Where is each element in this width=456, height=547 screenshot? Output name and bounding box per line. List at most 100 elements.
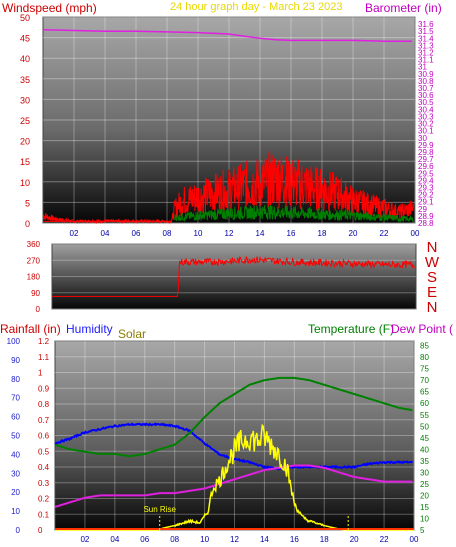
x-tick-label: 06 xyxy=(140,535,149,544)
rainfall-tick-label: 70 xyxy=(11,394,20,403)
panel3-series xyxy=(54,376,414,531)
rainfall-axis: 0 10 20 30 40 50 60 70 80 90 100 xyxy=(7,337,21,535)
left-tick-label: 20 xyxy=(20,137,30,147)
barometer-line xyxy=(42,29,412,42)
temperature-tick-label: 60 xyxy=(420,399,429,408)
x-tick-label: 22 xyxy=(380,229,389,238)
temperature-tick-label: 80 xyxy=(420,353,429,362)
right-tick-label: 29.3 xyxy=(418,183,434,192)
panel2-series xyxy=(52,255,415,297)
right-tick-label: 28.9 xyxy=(418,212,434,221)
right-tick-label: 30.7 xyxy=(418,84,434,93)
left-tick-label: 45 xyxy=(20,34,30,44)
rainfall-tick-label: 100 xyxy=(7,337,21,346)
x-tick-label: 12 xyxy=(230,535,239,544)
left-tick-label: 40 xyxy=(20,54,30,64)
direction-tick-label: 90 xyxy=(31,289,40,298)
temperature-tick-label: 25 xyxy=(420,480,429,489)
solar-axis-label: Solar xyxy=(118,327,146,341)
temperature-tick-label: 85 xyxy=(420,342,429,351)
x-tick-label: 20 xyxy=(350,535,359,544)
temperature-axis-label: Temperature (F) xyxy=(308,322,394,336)
x-tick-label: 14 xyxy=(260,535,269,544)
right-tick-label: 30.5 xyxy=(418,98,434,107)
left-tick-label: 35 xyxy=(20,75,30,85)
x-tick-label: 10 xyxy=(194,229,203,238)
humidity-tick-label: 0.8 xyxy=(38,400,50,409)
x-tick-label: 00 xyxy=(410,535,419,544)
rainfall-axis-label: Rainfall (in) xyxy=(0,322,61,336)
x-tick-label: 14 xyxy=(256,229,265,238)
right-tick-label: 31.2 xyxy=(418,49,434,58)
temperature-tick-label: 15 xyxy=(420,503,429,512)
humidity-tick-label: 0.2 xyxy=(38,495,50,504)
humidity-tick-label: 0 xyxy=(38,526,43,535)
direction-tick-label: 270 xyxy=(27,256,41,265)
x-tick-label: 02 xyxy=(80,535,89,544)
left-tick-label: 15 xyxy=(20,157,30,167)
panel2-left-axis: 0 90 180 270 360 xyxy=(27,240,41,314)
rainfall-tick-label: 40 xyxy=(11,450,20,459)
rainfall-tick-label: 60 xyxy=(11,413,20,422)
temperature-tick-label: 5 xyxy=(420,526,425,535)
humidity-tick-label: 1 xyxy=(38,369,43,378)
temperature-tick-label: 40 xyxy=(420,445,429,454)
sunrise-label: Sun Rise xyxy=(143,505,176,514)
humidity-tick-label: 0.5 xyxy=(38,447,50,456)
x-tick-label: 00 xyxy=(411,229,420,238)
temperature-tick-label: 55 xyxy=(420,411,429,420)
humidity-tick-label: 1.1 xyxy=(38,353,50,362)
x-tick-label: 10 xyxy=(200,535,209,544)
temperature-tick-label: 50 xyxy=(420,422,429,431)
humidity-tick-label: 0.9 xyxy=(38,384,50,393)
right-tick-label: 29.8 xyxy=(418,148,434,157)
temperature-tick-label: 20 xyxy=(420,491,429,500)
x-tick-label: 06 xyxy=(132,229,141,238)
x-tick-label: 20 xyxy=(349,229,358,238)
right-tick-label: 31 xyxy=(418,63,427,72)
x-tick-label: 02 xyxy=(70,229,79,238)
x-tick-label: 08 xyxy=(170,535,179,544)
x-tick-label: 04 xyxy=(110,535,119,544)
humidity-axis-label: Humidity xyxy=(66,322,113,336)
humidity-tick-label: 0.3 xyxy=(38,479,50,488)
humidity-tick-label: 0.7 xyxy=(38,416,50,425)
right-tick-label: 31.4 xyxy=(418,34,434,43)
right-tick-label: 30.9 xyxy=(418,70,434,79)
right-tick-label: 29.6 xyxy=(418,162,434,171)
left-tick-label: 0 xyxy=(25,219,30,229)
rainfall-tick-label: 0 xyxy=(16,526,21,535)
panel3-grid xyxy=(55,340,415,531)
direction-tick-label: 0 xyxy=(36,305,41,314)
right-tick-label: 29.5 xyxy=(418,169,434,178)
humidity-tick-label: 1.2 xyxy=(38,337,50,346)
right-tick-label: 31.1 xyxy=(418,56,434,65)
dewpoint-axis-label: Dew Point ( xyxy=(391,322,453,336)
x-tick-label: 16 xyxy=(290,535,299,544)
rainfall-tick-label: 20 xyxy=(11,488,20,497)
right-tick-label: 30.4 xyxy=(418,105,434,114)
temperature-tick-label: 45 xyxy=(420,434,429,443)
x-tick-label: 04 xyxy=(101,229,110,238)
right-tick-label: 31.3 xyxy=(418,41,434,50)
x-tick-label: 12 xyxy=(225,229,234,238)
temperature-tick-label: 35 xyxy=(420,457,429,466)
right-tick-label: 29.1 xyxy=(418,198,434,207)
panel1-x-axis: 02 04 06 08 10 12 14 16 18 20 22 00 xyxy=(70,229,420,238)
panel1-grid xyxy=(43,16,416,224)
compass-letter-s: S xyxy=(427,269,437,286)
rainfall-tick-label: 50 xyxy=(11,432,20,441)
panel3-plot-area xyxy=(54,340,415,531)
x-tick-label: 08 xyxy=(163,229,172,238)
temperature-tick-label: 65 xyxy=(420,388,429,397)
rainfall-tick-label: 80 xyxy=(11,375,20,384)
panel3-annotations: Sun Rise xyxy=(143,505,349,530)
wind-gust-line xyxy=(42,150,414,225)
left-tick-label: 10 xyxy=(20,178,30,188)
panel1-right-axis: 28.828.92929.129.229.329.429.529.629.729… xyxy=(418,20,434,228)
windspeed-axis-label: Windspeed (mph) xyxy=(2,1,97,15)
temperature-tick-label: 10 xyxy=(420,514,429,523)
